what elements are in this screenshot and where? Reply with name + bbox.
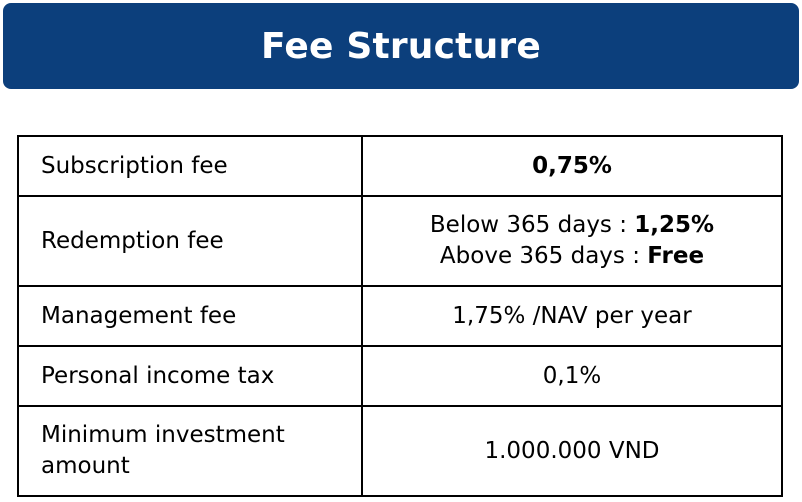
redemption-above-line: Above 365 days : Free <box>369 241 775 272</box>
redemption-fee-label: Redemption fee <box>17 195 363 287</box>
title-banner: Fee Structure <box>3 3 799 89</box>
minimum-investment-label-line1: Minimum investment <box>41 422 285 448</box>
redemption-below-prefix: Below 365 days : <box>429 212 635 238</box>
table-row-management: Management fee 1,75% /NAV per year <box>17 285 783 347</box>
minimum-investment-label-line2: amount <box>41 453 130 479</box>
table-row-minimum-investment: Minimum investment amount 1.000.000 VND <box>17 405 783 497</box>
management-fee-value: 1,75% /NAV per year <box>361 285 783 347</box>
redemption-above-prefix: Above 365 days : <box>439 243 648 269</box>
table-row-income-tax: Personal income tax 0,1% <box>17 345 783 407</box>
table-row-redemption: Redemption fee Below 365 days : 1,25% Ab… <box>17 195 783 287</box>
page-title: Fee Structure <box>261 25 541 67</box>
subscription-fee-value: 0,75% <box>361 135 783 197</box>
redemption-below-value: 1,25% <box>634 212 715 238</box>
subscription-fee-label: Subscription fee <box>17 135 363 197</box>
management-fee-label: Management fee <box>17 285 363 347</box>
income-tax-value: 0,1% <box>361 345 783 407</box>
redemption-fee-value: Below 365 days : 1,25% Above 365 days : … <box>361 195 783 287</box>
fee-table: Subscription fee 0,75% Redemption fee Be… <box>17 135 783 497</box>
minimum-investment-value: 1.000.000 VND <box>361 405 783 497</box>
minimum-investment-label: Minimum investment amount <box>17 405 363 497</box>
redemption-below-line: Below 365 days : 1,25% <box>369 210 775 241</box>
income-tax-label: Personal income tax <box>17 345 363 407</box>
table-row-subscription: Subscription fee 0,75% <box>17 135 783 197</box>
redemption-above-value: Free <box>647 243 705 269</box>
